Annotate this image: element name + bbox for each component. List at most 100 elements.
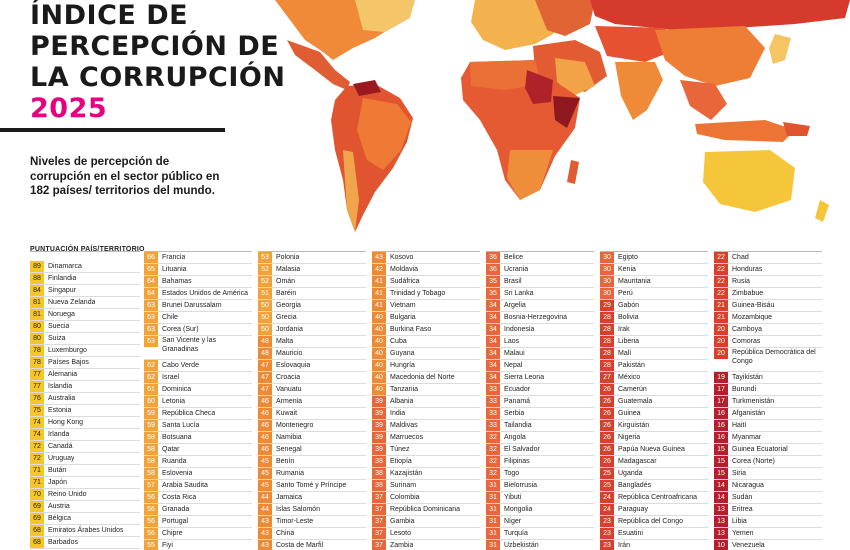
score-badge: 23 bbox=[600, 516, 614, 527]
score-badge: 14 bbox=[714, 480, 728, 491]
map-russia bbox=[590, 0, 850, 30]
country-name: Botsuana bbox=[162, 434, 192, 441]
list-item: 20 Comoras bbox=[714, 336, 822, 348]
country-name: Chile bbox=[162, 314, 178, 321]
list-item: 28 Irak bbox=[600, 324, 708, 336]
list-item: 61 Dominica bbox=[144, 384, 252, 396]
country-name: Barbados bbox=[48, 539, 78, 546]
score-badge: 22 bbox=[714, 252, 728, 263]
country-name: Túnez bbox=[390, 446, 410, 453]
list-item: 31 Yibuti bbox=[486, 492, 594, 504]
score-badge: 26 bbox=[600, 432, 614, 443]
list-item: 71 Japón bbox=[30, 477, 140, 489]
country-name: Turquía bbox=[504, 530, 528, 537]
score-badge: 28 bbox=[600, 360, 614, 371]
column-divider bbox=[144, 251, 252, 550]
list-item: 72 Uruguay bbox=[30, 453, 140, 465]
country-name: Corea (Norte) bbox=[732, 458, 775, 465]
country-name: Finlandia bbox=[48, 275, 77, 282]
country-name: Kosovo bbox=[390, 254, 414, 261]
score-badge: 17 bbox=[714, 396, 728, 407]
country-name: Lesoto bbox=[390, 530, 412, 537]
score-badge: 47 bbox=[258, 372, 272, 383]
country-name: Cabo Verde bbox=[162, 362, 199, 369]
score-badge: 58 bbox=[144, 468, 158, 479]
country-name: Guinea bbox=[618, 410, 641, 417]
country-name: Malasia bbox=[276, 266, 301, 273]
country-name: Costa Rica bbox=[162, 494, 197, 501]
list-item: 32 Filipinas bbox=[486, 456, 594, 468]
country-name: Islas Salomón bbox=[276, 506, 320, 513]
list-item: 40 Guyana bbox=[372, 348, 480, 360]
country-name: Venezuela bbox=[732, 542, 765, 549]
list-item: 69 Austria bbox=[30, 501, 140, 513]
score-column-4: 43 Kosovo 42 Moldavia 41 Sudáfrica 41 Trinidad … bbox=[372, 252, 480, 550]
score-badge: 28 bbox=[600, 348, 614, 359]
list-item: 27 México bbox=[600, 372, 708, 384]
list-item: 16 Afganistán bbox=[714, 408, 822, 420]
list-item: 88 Finlandia bbox=[30, 273, 140, 285]
score-badge: 46 bbox=[258, 396, 272, 407]
score-badge: 34 bbox=[486, 372, 500, 383]
score-badge: 42 bbox=[372, 264, 386, 275]
list-item: 31 Mongolia bbox=[486, 504, 594, 516]
list-item: 43 Timor-Leste bbox=[258, 516, 366, 528]
score-badge: 69 bbox=[30, 513, 44, 524]
score-badge: 70 bbox=[30, 489, 44, 500]
score-badge: 31 bbox=[486, 516, 500, 527]
list-item: 31 Bielorrusia bbox=[486, 480, 594, 492]
score-badge: 77 bbox=[30, 381, 44, 392]
list-item: 37 Lesoto bbox=[372, 528, 480, 540]
list-item: 58 Botsuana bbox=[144, 432, 252, 444]
score-badge: 21 bbox=[714, 312, 728, 323]
country-name: Portugal bbox=[162, 518, 189, 525]
list-item: 58 Ruanda bbox=[144, 456, 252, 468]
list-item: 74 Hong Kong bbox=[30, 417, 140, 429]
score-badge: 44 bbox=[258, 492, 272, 503]
country-name: Namibia bbox=[276, 434, 302, 441]
map-venezuela bbox=[353, 80, 381, 96]
country-name: Nigeria bbox=[618, 434, 641, 441]
score-badge: 40 bbox=[372, 372, 386, 383]
score-badge: 80 bbox=[30, 333, 44, 344]
score-badge: 68 bbox=[30, 525, 44, 536]
score-badge: 72 bbox=[30, 453, 44, 464]
score-badge: 50 bbox=[258, 324, 272, 335]
list-item: 34 Sierra Leona bbox=[486, 372, 594, 384]
list-item: 63 Chile bbox=[144, 312, 252, 324]
country-name: Mauricio bbox=[276, 350, 303, 357]
list-item: 20 Camboya bbox=[714, 324, 822, 336]
score-badge: 66 bbox=[144, 252, 158, 263]
score-badge: 81 bbox=[30, 297, 44, 308]
list-item: 60 Letonia bbox=[144, 396, 252, 408]
country-name: Brasil bbox=[504, 278, 522, 285]
score-badge: 39 bbox=[372, 444, 386, 455]
score-badge: 41 bbox=[372, 300, 386, 311]
country-name: Maldivas bbox=[390, 422, 418, 429]
country-name: Kirguistán bbox=[618, 422, 650, 429]
score-badge: 34 bbox=[486, 324, 500, 335]
country-name: Surinam bbox=[390, 482, 417, 489]
list-item: 16 Myanmar bbox=[714, 432, 822, 444]
page-title: ÍNDICE DE PERCEPCIÓN DE LA CORRUPCIÓN 20… bbox=[30, 0, 285, 124]
score-badge: 61 bbox=[144, 384, 158, 395]
country-name: Sri Lanka bbox=[504, 290, 534, 297]
map-southeast-asia bbox=[680, 80, 727, 120]
country-name: República Democrática del Congo bbox=[732, 349, 816, 365]
country-name: Indonesia bbox=[504, 326, 535, 333]
country-name: Sierra Leona bbox=[504, 374, 545, 381]
country-name: Liberia bbox=[618, 338, 640, 345]
list-item: 52 Malasia bbox=[258, 264, 366, 276]
list-item: 30 Egipto bbox=[600, 252, 708, 264]
list-item: 58 Qatar bbox=[144, 444, 252, 456]
country-name: Santa Lucía bbox=[162, 422, 200, 429]
list-item: 16 Haití bbox=[714, 420, 822, 432]
country-name: Kuwait bbox=[276, 410, 298, 417]
score-badge: 38 bbox=[372, 468, 386, 479]
score-badge: 16 bbox=[714, 408, 728, 419]
list-item: 32 El Salvador bbox=[486, 444, 594, 456]
country-name: Afganistán bbox=[732, 410, 766, 417]
score-badge: 72 bbox=[30, 441, 44, 452]
score-badge: 76 bbox=[30, 393, 44, 404]
list-item: 42 Moldavia bbox=[372, 264, 480, 276]
